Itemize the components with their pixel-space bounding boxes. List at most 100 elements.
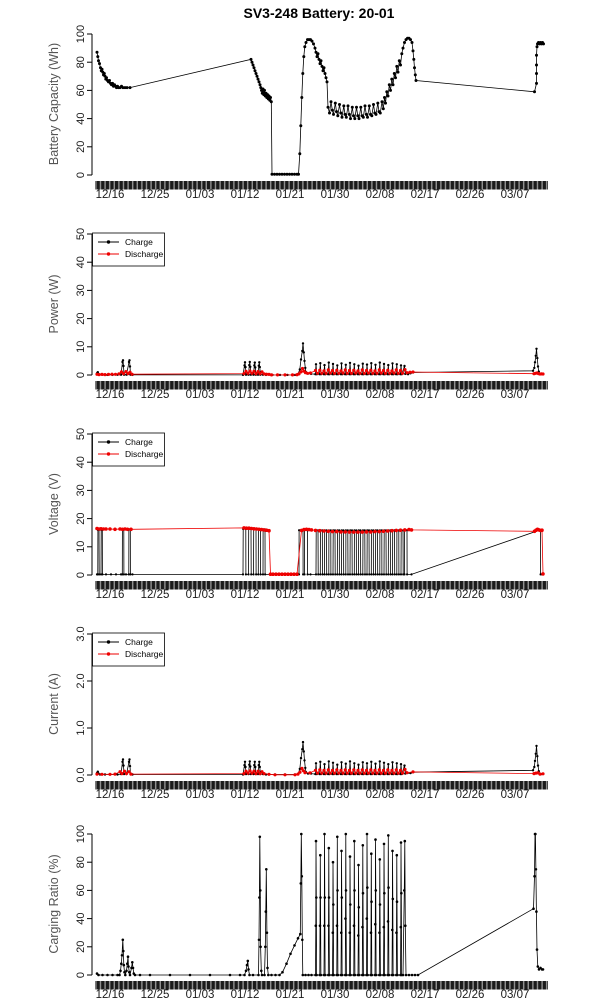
- x-tick-label: 12/25: [141, 589, 170, 600]
- carging-ratio-point: [127, 965, 130, 968]
- x-tick-label: 01/12: [231, 789, 260, 800]
- capacity-point: [326, 105, 330, 109]
- carging-ratio-point: [534, 832, 537, 836]
- capacity-point: [409, 38, 412, 42]
- carging-ratio-point: [314, 839, 318, 843]
- y-tick-label: 50: [75, 428, 87, 440]
- voltage-charge-point: [342, 573, 345, 576]
- x-tick-label: 02/17: [411, 989, 440, 1000]
- x-tick-label: 02/08: [366, 389, 395, 400]
- current-charge-point: [391, 761, 394, 764]
- capacity-point: [374, 112, 378, 116]
- capacity-point: [396, 70, 400, 74]
- current-charge-point: [336, 763, 339, 766]
- current-discharge-point: [129, 772, 133, 776]
- carging-ratio-point: [535, 910, 538, 913]
- voltage-discharge-point: [108, 527, 112, 531]
- carging-ratio-point: [365, 832, 369, 836]
- current-discharge-point: [262, 772, 266, 776]
- capacity-point: [254, 72, 258, 75]
- y-tick-label: 2.0: [75, 673, 87, 688]
- power-charge-point: [128, 365, 132, 368]
- power-discharge-point: [369, 368, 373, 372]
- current-discharge-point: [373, 768, 377, 772]
- voltage-discharge-point: [125, 527, 130, 532]
- carging-ratio-point: [345, 973, 348, 977]
- chart-title: SV3-248 Battery: 20-01: [243, 5, 395, 21]
- carging-ratio-point: [264, 910, 268, 913]
- carging-ratio-point: [374, 838, 377, 841]
- voltage-discharge-point: [394, 528, 399, 533]
- power-discharge-point: [373, 369, 377, 373]
- voltage-charge-point: [357, 573, 360, 576]
- current-discharge-point: [283, 773, 287, 777]
- power-charge-point: [253, 364, 256, 367]
- current-discharge-point: [246, 771, 250, 775]
- x-axis-rug: [95, 381, 548, 390]
- current-charge-point: [353, 762, 356, 765]
- capacity-point: [413, 66, 416, 70]
- legend-point-sample: [106, 240, 111, 244]
- power-discharge-point: [283, 373, 287, 377]
- legend-box: [92, 432, 165, 467]
- power-charge-point: [243, 361, 247, 364]
- current-charge-point: [121, 758, 125, 761]
- carging-ratio-point: [131, 961, 134, 964]
- current-charge-point: [357, 763, 360, 766]
- power-discharge-point: [260, 370, 264, 374]
- capacity-point: [339, 111, 343, 115]
- voltage-discharge-point: [381, 529, 386, 534]
- current-discharge-point: [242, 772, 246, 776]
- y-tick-label: 10: [75, 341, 87, 353]
- power-charge-point: [533, 361, 537, 364]
- capacity-point: [125, 86, 129, 90]
- voltage-charge-point: [391, 573, 394, 576]
- capacity-point: [533, 90, 536, 94]
- carging-ratio-point: [315, 896, 318, 899]
- current-discharge-point: [400, 771, 405, 775]
- carging-ratio-point: [374, 973, 378, 977]
- capacity-point: [392, 72, 396, 75]
- capacity-point: [275, 172, 279, 176]
- battery-capacity-plot: 0 20 40 60 80 100 Battery Capacity (Wh) 12/16 12…: [47, 25, 548, 200]
- current-charge-point: [314, 762, 318, 765]
- carging-ratio-point: [349, 973, 352, 977]
- carging-ratio-point: [348, 931, 352, 934]
- current-discharge-point: [541, 772, 545, 776]
- carging-ratio-point: [348, 855, 352, 858]
- capacity-point: [95, 50, 99, 54]
- voltage-discharge-point: [295, 572, 299, 576]
- capacity-point: [329, 100, 333, 104]
- carging-ratio-point: [148, 973, 152, 977]
- carging-ratio-point: [395, 853, 399, 857]
- power-discharge-point: [411, 370, 415, 374]
- voltage-charge-point: [389, 573, 392, 576]
- current-charge-point: [254, 765, 257, 769]
- current-discharge-point: [254, 772, 258, 776]
- carging-ratio-point: [399, 841, 403, 844]
- carging-ratio-point: [382, 925, 386, 929]
- x-tick-label: 03/07: [501, 189, 530, 200]
- power-discharge-point: [320, 371, 324, 375]
- power-discharge-point: [375, 371, 379, 375]
- voltage-discharge-point: [347, 530, 352, 534]
- power-discharge-point: [332, 371, 337, 375]
- power-discharge-point: [290, 373, 295, 377]
- power-discharge-point: [360, 368, 364, 372]
- power-discharge-point: [267, 372, 271, 376]
- carging-ratio-point: [246, 959, 250, 963]
- carging-ratio-point: [403, 839, 407, 843]
- voltage-plot: 0 10 20 30 40 50 Voltage (V) 12/16 12/25 01/03 01/…: [47, 428, 548, 600]
- voltage-discharge-point: [356, 530, 360, 534]
- power-charge-point: [536, 356, 539, 360]
- voltage-charge-point: [363, 573, 367, 576]
- voltage-charge-point: [336, 573, 339, 576]
- carging-ratio-point: [383, 973, 386, 977]
- x-axis-rug: [95, 581, 548, 590]
- power-discharge-point: [339, 369, 343, 373]
- capacity-point: [387, 83, 391, 87]
- carging-ratio-point: [386, 920, 390, 923]
- current-charge-point: [374, 762, 377, 765]
- x-tick-label: 02/17: [411, 389, 440, 400]
- x-tick-label: 02/08: [366, 989, 395, 1000]
